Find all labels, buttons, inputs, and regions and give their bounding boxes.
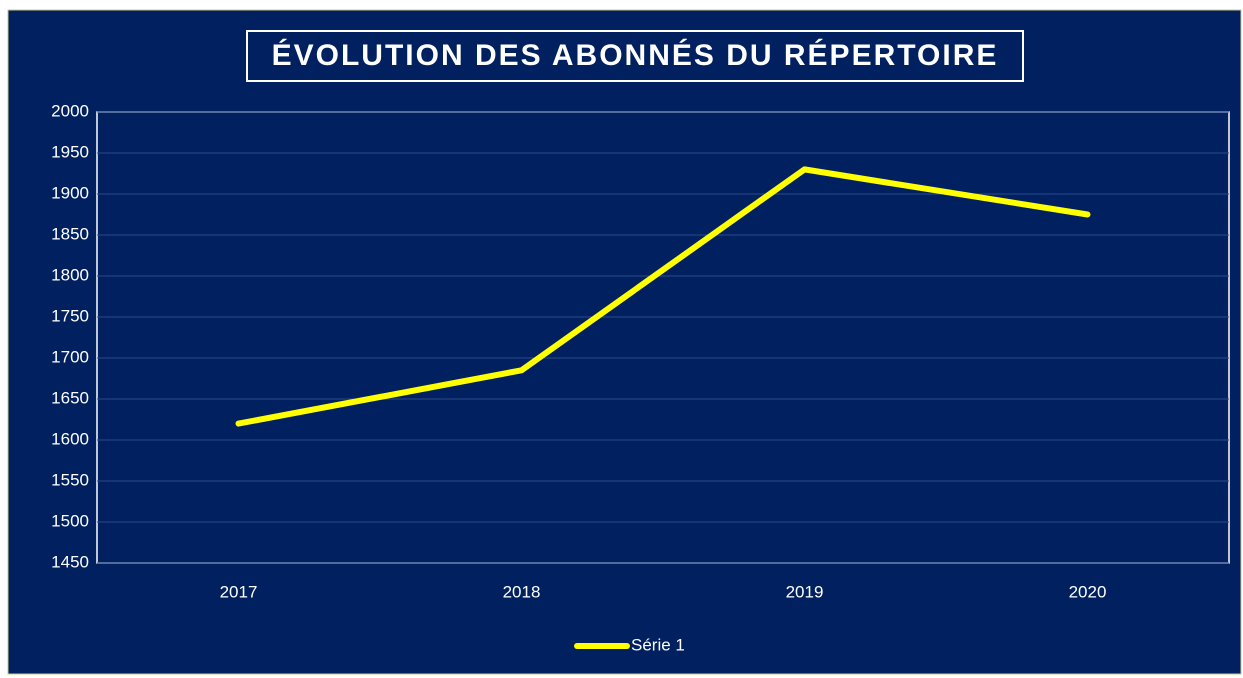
y-tick-label: 1500 <box>51 511 89 530</box>
x-tick-label: 2017 <box>220 582 258 601</box>
chart-title: ÉVOLUTION DES ABONNÉS DU RÉPERTOIRE <box>272 38 999 72</box>
x-tick-label: 2018 <box>503 582 541 601</box>
y-tick-label: 1800 <box>51 265 89 284</box>
x-tick-label: 2019 <box>786 582 824 601</box>
y-tick-label: 1750 <box>51 306 89 325</box>
y-tick-label: 1600 <box>51 429 89 448</box>
title-box <box>246 30 1024 82</box>
y-tick-label: 1900 <box>51 183 89 202</box>
x-tick-label: 2020 <box>1069 582 1107 601</box>
y-tick-label: 1950 <box>51 142 89 161</box>
y-tick-label: 1650 <box>51 388 89 407</box>
data-line <box>235 166 1091 427</box>
y-tick-label: 1700 <box>51 347 89 366</box>
y-tick-label: 1550 <box>51 470 89 489</box>
y-tick-label: 1850 <box>51 224 89 243</box>
legend-label: Série 1 <box>631 635 685 654</box>
y-tick-label: 2000 <box>51 101 89 120</box>
y-tick-label: 1450 <box>51 552 89 571</box>
chart-background <box>7 9 1242 675</box>
